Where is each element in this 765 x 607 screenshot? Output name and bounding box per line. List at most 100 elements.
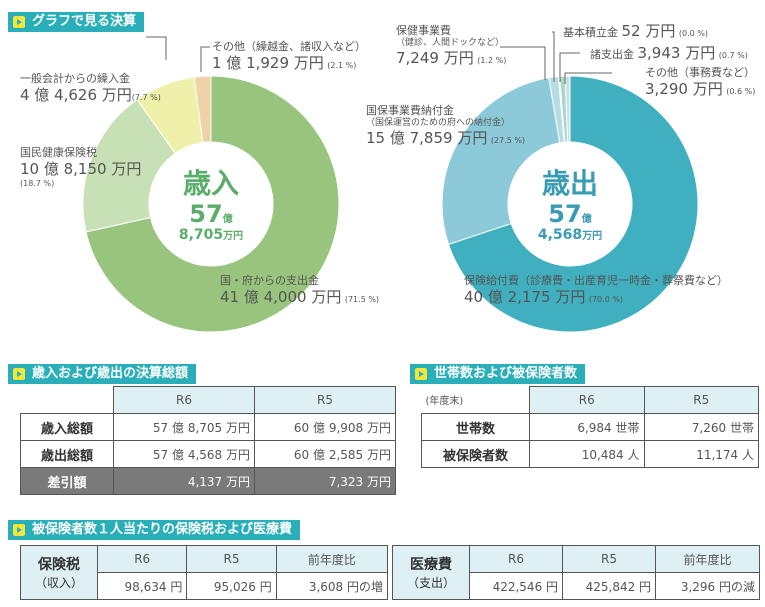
text: 諸支出金 (590, 48, 634, 61)
text: （国保運営のための府への納付金） (366, 117, 511, 128)
leader-lines (146, 31, 612, 84)
label-income-other: その他（繰越金、諸収入など） 1 億 1,929 万円 (2.1 %) (212, 40, 366, 73)
text: (0.7 %) (718, 51, 748, 60)
table-cell: R6 (468, 545, 564, 573)
table-cell: R6 (529, 386, 645, 414)
label-income-tax: 国民健康保険税 10 億 8,150 万円 (18.7 %) (20, 146, 141, 189)
donut-slice-0 (447, 75, 699, 333)
text: 1 億 1,929 万円 (212, 53, 324, 72)
text: 国民健康保険税 (20, 146, 97, 159)
label-expense-reserve: 基本積立金 52 万円 (0.0 %) (563, 22, 708, 41)
text: 10 億 8,150 万円 (20, 159, 142, 178)
table-cell: 3,296 円の減 (655, 572, 760, 600)
play-icon (415, 368, 427, 380)
medical-per-person-table: 医療費 （支出） R6 R5 前年度比 422,546 円 425,842 円 3,296 … (392, 545, 760, 600)
text: (27.5 %) (490, 136, 526, 145)
expense-center: 歳出 57億 4,568万円 (509, 170, 631, 243)
table-cell: 前年度比 (655, 545, 760, 573)
table-row: 差引額 4,137 万円 7,323 万円 (20, 467, 396, 495)
text: その他（事務費など） (645, 66, 755, 79)
text: 万円 (223, 231, 244, 242)
section-title-graph: グラフで見る決算 (8, 12, 145, 32)
text: (2.1 %) (327, 60, 357, 70)
text: 15 億 7,859 万円 (366, 129, 488, 147)
text: 国・府からの支出金 (220, 274, 319, 287)
play-icon (13, 368, 25, 380)
text: 52 万円 (621, 22, 676, 40)
text: 国保事業費納付金 (366, 104, 454, 117)
table-cell: 差引額 (20, 467, 114, 495)
text: 歳入 (182, 167, 239, 200)
section-title-per-person: 被保険者数１人当たりの保険税および医療費 (8, 520, 301, 540)
table-cell: 98,634 円 (96, 572, 188, 600)
text: （収入） (34, 576, 83, 590)
table-row: 世帯数 6,984 世帯 7,260 世帯 (421, 413, 759, 441)
text: 保険給付費（診療費・出産育児一時金・葬祭費など） (464, 274, 728, 287)
income-center: 歳入 57億 8,705万円 (150, 167, 272, 243)
expense-donut (441, 75, 699, 333)
label-income-national: 国・府からの支出金 41 億 4,000 万円 (71.5 %) (220, 274, 379, 307)
table-cell: 前年度比 (275, 545, 389, 573)
play-icon (13, 524, 25, 536)
donut-slice-0 (85, 75, 340, 333)
label-expense-misc: 諸支出金 3,943 万円 (0.7 %) (590, 44, 748, 63)
section-title-totals: 歳入および歳出の決算総額 (8, 364, 197, 384)
text: （支出） (406, 576, 455, 590)
table-cell: 95,026 円 (186, 572, 277, 600)
text: (18.7 %) (20, 178, 55, 188)
table-cell: 3,608 円の増 (275, 572, 389, 600)
label-expense-payment: 国保事業費納付金 （国保運営のための府への納付金） 15 億 7,859 万円 (2… (366, 104, 525, 148)
text: (71.5 %) (344, 294, 380, 304)
text: (0.6 %) (726, 86, 756, 96)
table-cell: 60 億 2,585 万円 (254, 440, 396, 468)
table-row: 歳出総額 57 億 4,568 万円 60 億 2,585 万円 (20, 440, 396, 468)
donut-charts (82, 31, 699, 333)
text: (1.2 %) (477, 56, 507, 65)
text: 億 (581, 214, 592, 225)
table-cell: R5 (254, 386, 396, 414)
text: 被保険者数１人当たりの保険税および医療費 (32, 522, 293, 537)
text: （健診、人間ドックなど） (396, 37, 505, 48)
text: 一般会計からの繰入金 (20, 72, 130, 85)
text: 4,568 (537, 227, 583, 243)
table-cell: R5 (186, 545, 277, 573)
text: 世帯数および被保険者数 (434, 366, 578, 381)
table-cell: 422,546 円 (468, 572, 564, 600)
table-cell: 57 億 4,568 万円 (113, 440, 255, 468)
text: 保健事業費 (396, 24, 451, 37)
text: 3,290 万円 (645, 79, 723, 98)
play-icon (13, 16, 25, 28)
text: 7,249 万円 (396, 49, 474, 67)
label-income-general: 一般会計からの繰入金 4 億 4,626 万円(7.7 %) (20, 72, 161, 105)
table-cell: R5 (562, 545, 657, 573)
label-expense-benefits: 保険給付費（診療費・出産育児一時金・葬祭費など） 40 億 2,175 万円 (7… (464, 274, 728, 307)
table-cell: 10,484 人 (529, 440, 645, 468)
text: (70.0 %) (588, 294, 624, 304)
donut-slice-5 (564, 75, 571, 143)
text: 40 億 2,175 万円 (464, 287, 586, 306)
table-cell: (年度末) (421, 386, 530, 414)
section-title-households: 世帯数および被保険者数 (410, 364, 586, 384)
text: (7.7 %) (131, 92, 161, 102)
table-cell: 世帯数 (421, 413, 530, 441)
text: 保険税 (38, 557, 80, 573)
table-cell: 57 億 8,705 万円 (113, 413, 255, 441)
table-cell: 425,842 円 (562, 572, 657, 600)
table-cell: 7,260 世帯 (643, 413, 759, 441)
tax-per-person-table: 保険税 （収入） R6 R5 前年度比 98,634 円 95,026 円 3,608 円の… (20, 545, 389, 600)
text: 57 (189, 200, 223, 228)
donut-slice-1 (441, 77, 561, 245)
table-cell: 被保険者数 (421, 440, 530, 468)
text: 億 (222, 214, 233, 225)
table-cell: 歳入総額 (20, 413, 114, 441)
table-cell: R6 (96, 545, 188, 573)
table-cell: 60 億 9,908 万円 (254, 413, 396, 441)
text: 基本積立金 (563, 26, 618, 39)
text: 57 (548, 200, 582, 228)
table-cell: R5 (643, 386, 759, 414)
households-table: (年度末) R6 R5 世帯数 6,984 世帯 7,260 世帯 被保険者数 10,48… (421, 386, 759, 468)
text: (0.0 %) (678, 29, 708, 38)
text: 万円 (582, 231, 603, 242)
table-cell: 11,174 人 (643, 440, 759, 468)
table-cell: 7,323 万円 (254, 467, 396, 495)
